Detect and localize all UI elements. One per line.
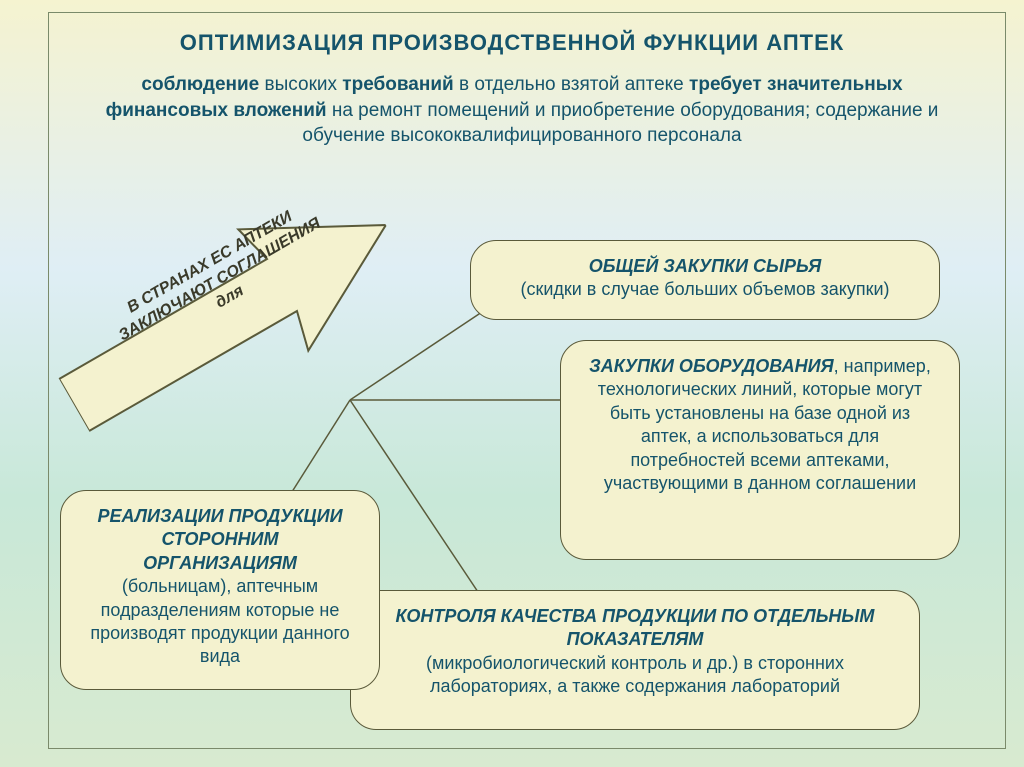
- bubble-body: (больницам), аптечным подразделениям кот…: [90, 576, 349, 666]
- bubble-sales-external: РЕАЛИЗАЦИИ ПРОДУКЦИИ СТОРОННИМ ОРГАНИЗАЦ…: [60, 490, 380, 690]
- bubble-equipment: ЗАКУПКИ ОБОРУДОВАНИЯ, например, технолог…: [560, 340, 960, 560]
- slide-subtitle: соблюдение высоких требований в отдельно…: [80, 72, 964, 149]
- bubble-body: (микробиологический контроль и др.) в ст…: [426, 653, 844, 696]
- slide-root: ОПТИМИЗАЦИЯ ПРОИЗВОДСТВЕННОЙ ФУНКЦИИ АПТ…: [0, 0, 1024, 767]
- slide-title: ОПТИМИЗАЦИЯ ПРОИЗВОДСТВЕННОЙ ФУНКЦИИ АПТ…: [0, 30, 1024, 56]
- bubble-quality-control: КОНТРОЛЯ КАЧЕСТВА ПРОДУКЦИИ ПО ОТДЕЛЬНЫМ…: [350, 590, 920, 730]
- bubble-heading: ОБЩЕЙ ЗАКУПКИ СЫРЬЯ: [589, 256, 821, 276]
- bubble-body: (скидки в случае больших объемов закупки…: [520, 279, 889, 299]
- bubble-heading: РЕАЛИЗАЦИИ ПРОДУКЦИИ СТОРОННИМ ОРГАНИЗАЦ…: [97, 506, 342, 573]
- bubble-heading: КОНТРОЛЯ КАЧЕСТВА ПРОДУКЦИИ ПО ОТДЕЛЬНЫМ…: [396, 606, 875, 649]
- bubble-heading: ЗАКУПКИ ОБОРУДОВАНИЯ: [589, 356, 834, 376]
- bubble-raw-materials: ОБЩЕЙ ЗАКУПКИ СЫРЬЯ (скидки в случае бол…: [470, 240, 940, 320]
- bubble-body: , например, технологических линий, котор…: [598, 356, 931, 493]
